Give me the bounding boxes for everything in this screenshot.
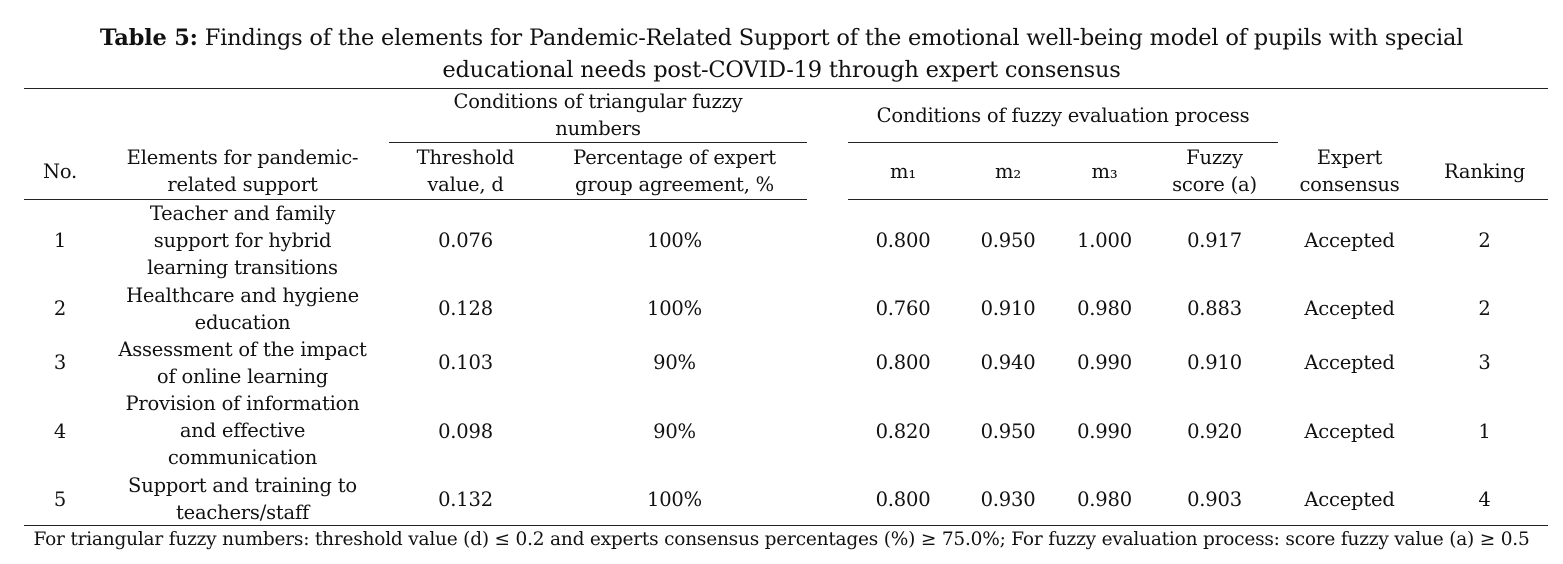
- table-row-4-fuzzy: 0.920: [1187, 420, 1242, 443]
- table-row-5-threshold: 0.132: [438, 488, 493, 511]
- table-row-5-consensus: Accepted: [1304, 488, 1395, 511]
- table-footnote: For triangular fuzzy numbers: threshold …: [33, 529, 1530, 550]
- table-row-1-ranking: 2: [1478, 229, 1491, 252]
- table-row-2-threshold: 0.128: [438, 297, 493, 320]
- table-row-3-ranking: 3: [1478, 351, 1491, 374]
- table-row-2-fuzzy: 0.883: [1187, 297, 1242, 320]
- table-row-5-no: 5: [53, 488, 67, 511]
- header-m1: m₁: [890, 160, 916, 183]
- table-row-5-m3: 0.980: [1077, 488, 1132, 511]
- header-threshold: Threshold value, d: [416, 146, 515, 196]
- header-bottom-rule-left: [24, 199, 807, 200]
- header-m3: m₃: [1091, 160, 1118, 183]
- bottom-rule: [24, 525, 1548, 526]
- caption-line-1: Table 5: Findings of the elements for Pa…: [0, 22, 1563, 54]
- header-no: No.: [42, 160, 78, 183]
- table-row-2-m2: 0.910: [980, 297, 1036, 320]
- table-row-3-threshold: 0.103: [438, 351, 493, 374]
- table-row-5-m2: 0.930: [980, 488, 1036, 511]
- header-elements: Elements for pandemic- related support: [126, 146, 359, 196]
- header-expert-consensus: Expert consensus: [1299, 146, 1400, 196]
- table-row-1-m1: 0.800: [875, 229, 931, 252]
- table-row-1-threshold: 0.076: [438, 229, 493, 252]
- table-row-4-percentage: 90%: [653, 420, 696, 443]
- table-row-1-m3: 1.000: [1077, 229, 1132, 252]
- table-row-4-m1: 0.820: [875, 420, 931, 443]
- fuzzy-group-rule: [848, 142, 1278, 143]
- header-m2: m₂: [995, 160, 1021, 183]
- table-row-4-m3: 0.990: [1077, 420, 1132, 443]
- table-row-2-m1: 0.760: [875, 297, 931, 320]
- top-rule: [24, 88, 1548, 89]
- table-row-4-m2: 0.950: [980, 420, 1036, 443]
- header-fuzzy-score: Fuzzy score (a): [1172, 146, 1257, 196]
- table-row-3-fuzzy: 0.910: [1187, 351, 1242, 374]
- header-triangular-group: Conditions of triangular fuzzy numbers: [453, 90, 743, 140]
- table-row-2-consensus: Accepted: [1304, 297, 1395, 320]
- table-row-4-threshold: 0.098: [438, 420, 493, 443]
- caption-line-2: educational needs post-COVID-19 through …: [442, 57, 1121, 83]
- table-row-1-element: Teacher and family support for hybrid le…: [147, 202, 338, 279]
- caption-text-1: Findings of the elements for Pandemic-Re…: [197, 25, 1464, 51]
- table-row-3-element: Assessment of the impact of online learn…: [118, 338, 367, 388]
- table-row-5-fuzzy: 0.903: [1187, 488, 1242, 511]
- table-row-1-m2: 0.950: [980, 229, 1036, 252]
- table-row-2-ranking: 2: [1478, 297, 1491, 320]
- table-row-3-no: 3: [53, 351, 67, 374]
- table-row-3-m2: 0.940: [980, 351, 1036, 374]
- table-row-2-m3: 0.980: [1077, 297, 1132, 320]
- table-row-5-m1: 0.800: [875, 488, 931, 511]
- table-row-3-m1: 0.800: [875, 351, 931, 374]
- table-row-2-no: 2: [53, 297, 67, 320]
- table-row-5-element: Support and training to teachers/staff: [128, 474, 357, 524]
- table-row-2-element: Healthcare and hygiene education: [126, 284, 359, 334]
- table-row-1-consensus: Accepted: [1304, 229, 1395, 252]
- table-row-1-no: 1: [53, 229, 67, 252]
- table-row-4-consensus: Accepted: [1304, 420, 1395, 443]
- header-ranking: Ranking: [1443, 160, 1525, 183]
- table-row-1-percentage: 100%: [647, 229, 702, 252]
- header-bottom-rule-right: [848, 199, 1548, 200]
- triangular-group-rule: [389, 142, 807, 143]
- caption-label: Table 5:: [99, 25, 198, 51]
- table-row-4-no: 4: [53, 420, 67, 443]
- table-row-3-percentage: 90%: [653, 351, 696, 374]
- table-row-3-consensus: Accepted: [1304, 351, 1395, 374]
- table-row-3-m3: 0.990: [1077, 351, 1132, 374]
- table-row-5-percentage: 100%: [647, 488, 702, 511]
- header-percentage: Percentage of expert group agreement, %: [573, 146, 776, 196]
- table-row-5-ranking: 4: [1478, 488, 1491, 511]
- table-row-2-percentage: 100%: [647, 297, 702, 320]
- header-fuzzy-eval-group: Conditions of fuzzy evaluation process: [876, 104, 1250, 127]
- table-row-4-element: Provision of information and effective c…: [125, 392, 360, 469]
- table-row-4-ranking: 1: [1478, 420, 1491, 443]
- table-caption: Table 5: Findings of the elements for Pa…: [0, 22, 1563, 86]
- table-row-1-fuzzy: 0.917: [1187, 229, 1242, 252]
